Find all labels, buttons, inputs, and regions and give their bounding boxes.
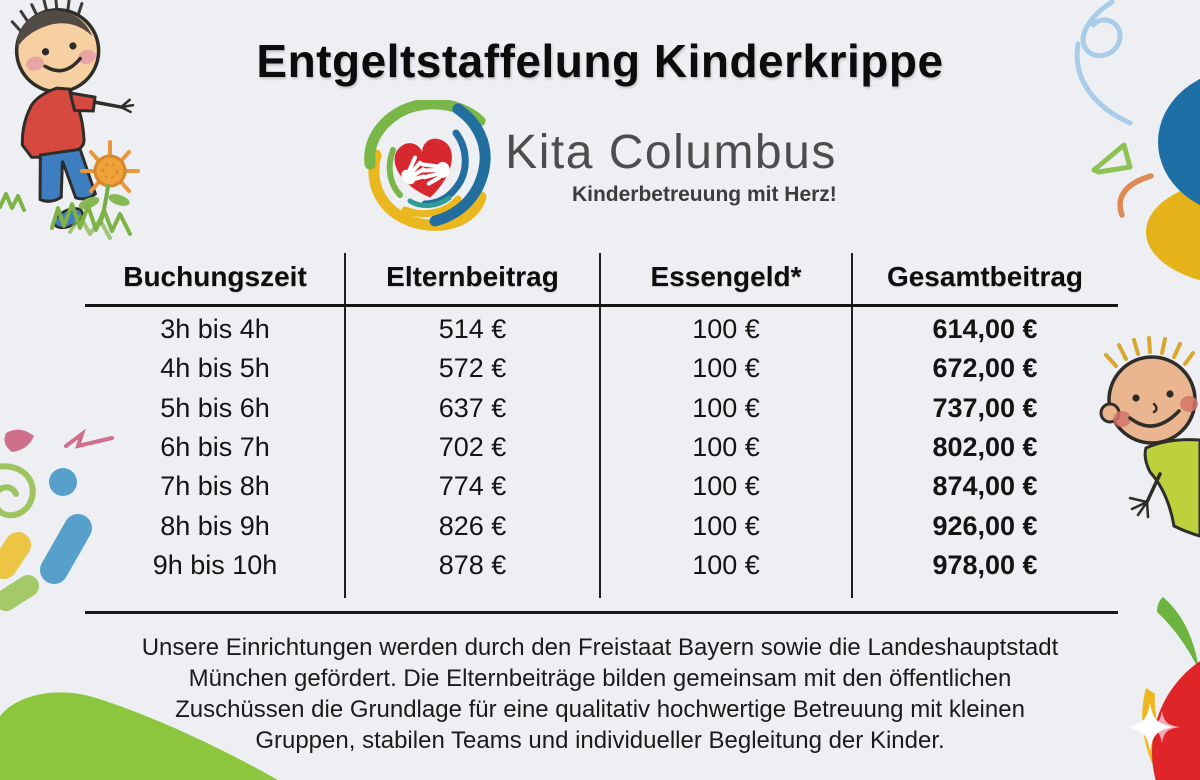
cell-buchungszeit: 9h bis 10h [152,549,278,580]
cell-gesamtbeitrag: 737,00 € [932,392,1038,423]
fee-table: Buchungszeit Elternbeitrag Essengeld* Ge… [85,250,1118,598]
cell-elternbeitrag: 702 € [438,432,507,463]
footer-divider [85,611,1118,614]
footer-note: Unsere Einrichtungen werden durch den Fr… [0,632,1200,756]
cell-essengeld: 100 € [692,314,760,345]
logo-name: Kita Columbus [505,126,837,179]
column-header-essengeld: Essengeld* [650,261,802,292]
table-divider [851,253,853,598]
column-header-elternbeitrag: Elternbeitrag [386,261,559,292]
header-underline [85,304,1118,307]
cell-essengeld: 100 € [692,353,760,384]
cell-buchungszeit: 6h bis 7h [160,432,270,463]
cell-gesamtbeitrag: 802,00 € [932,432,1038,463]
cell-gesamtbeitrag: 926,00 € [932,510,1038,541]
cell-elternbeitrag: 514 € [438,314,507,345]
page-title: Entgeltstaffelung Kinderkrippe [256,35,944,87]
table-divider [344,253,346,598]
cell-essengeld: 100 € [692,510,760,541]
cell-buchungszeit: 5h bis 6h [160,392,270,423]
cell-essengeld: 100 € [692,549,760,580]
cell-buchungszeit: 4h bis 5h [160,353,270,384]
cell-elternbeitrag: 826 € [438,510,507,541]
cell-gesamtbeitrag: 978,00 € [932,549,1038,580]
footer-line: Zuschüssen die Grundlage für eine qualit… [175,696,1025,723]
footer-line: Gruppen, stabilen Teams und individuelle… [255,727,945,754]
cell-essengeld: 100 € [692,392,760,423]
column-header-gesamtbeitrag: Gesamtbeitrag [886,261,1084,292]
cell-buchungszeit: 8h bis 9h [160,510,270,541]
cell-gesamtbeitrag: 614,00 € [932,314,1038,345]
column-header-buchungszeit: Buchungszeit [123,261,307,292]
hands-icon [401,155,450,186]
cell-gesamtbeitrag: 874,00 € [932,471,1038,502]
footer-line: Unsere Einrichtungen werden durch den Fr… [141,634,1059,661]
cell-essengeld: 100 € [692,471,760,502]
logo-tagline: Kinderbetreuung mit Herz! [571,183,837,206]
cell-essengeld: 100 € [692,432,760,463]
cell-gesamtbeitrag: 672,00 € [932,353,1038,384]
table-divider [599,253,601,598]
table-header-row: Buchungszeit Elternbeitrag Essengeld* Ge… [85,250,1118,304]
footer-line: München gefördert. Die Elternbeiträge bi… [188,665,1012,692]
heart-icon [394,138,452,198]
table-body: 3h bis 4h 514 € 100 € 614,00 € 4h bis 5h… [85,304,1118,585]
cell-elternbeitrag: 637 € [438,392,507,423]
logo: Kita Columbus Kinderbetreuung mit Herz! [0,100,1200,232]
cell-elternbeitrag: 572 € [438,353,507,384]
cell-elternbeitrag: 878 € [438,549,507,580]
kita-columbus-logo-icon [364,100,491,231]
cell-buchungszeit: 3h bis 4h [160,314,270,345]
cell-elternbeitrag: 774 € [438,471,507,502]
cell-buchungszeit: 7h bis 8h [160,471,270,502]
